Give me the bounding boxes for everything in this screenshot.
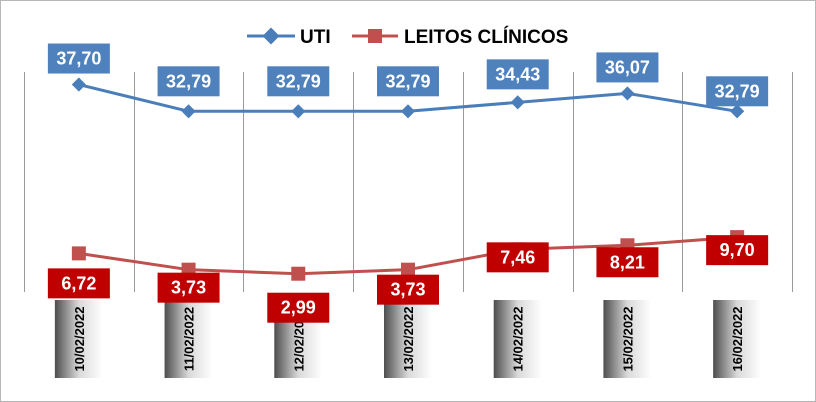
data-label-bg-1-1: [157, 272, 220, 303]
data-label-0-5: 36,07: [605, 57, 650, 77]
legend-label-uti: UTI: [300, 27, 331, 48]
tick-bg-6: [713, 300, 762, 378]
data-label-1-4: 7,46: [500, 247, 535, 267]
tick-label-1: 11/02/2022: [182, 307, 197, 371]
data-label-bg-0-0: [47, 43, 110, 74]
series-1-point-2: [291, 266, 306, 281]
data-labels: 37,70 32,79 32,79 32,79 34,43 36,07 32,79 6,72 3…: [47, 43, 769, 323]
data-label-0-1: 32,79: [166, 71, 211, 91]
legend-label-leitos: LEITOS CLÍNICOS: [404, 26, 568, 48]
series-0-point-5: [620, 86, 635, 101]
series-1-point-3: [401, 262, 415, 277]
data-label-1-2: 2,99: [281, 298, 316, 318]
series-0-point-2: [291, 104, 306, 119]
tick-bg-5: [603, 300, 652, 378]
data-label-0-2: 32,79: [276, 71, 321, 91]
gridlines: [24, 72, 793, 292]
data-label-0-0: 37,70: [56, 49, 101, 69]
data-label-bg-1-4: [486, 242, 549, 273]
tick-bg-4: [493, 300, 542, 378]
series-0-point-6: [730, 104, 745, 119]
data-label-1-1: 3,73: [171, 278, 206, 298]
data-label-bg-0-2: [267, 66, 330, 97]
data-label-bg-1-0: [47, 268, 110, 299]
tick-label-0: 10/02/2022: [72, 306, 87, 371]
data-label-1-5: 8,21: [610, 252, 645, 272]
tick-label-2: 12/02/2022: [291, 306, 306, 371]
data-label-bg-0-3: [377, 66, 439, 97]
tick-bg-3: [384, 300, 432, 378]
data-label-bg-0-6: [706, 76, 769, 107]
data-label-bg-0-1: [157, 66, 220, 97]
tick-label-4: 14/02/2022: [511, 306, 526, 371]
data-label-1-0: 6,72: [61, 273, 96, 293]
legend: UTI LEITOS CLÍNICOS: [247, 26, 568, 48]
tick-label-6: 16/02/2022: [730, 306, 745, 371]
data-label-0-6: 32,79: [715, 81, 760, 101]
data-label-bg-1-6: [706, 235, 769, 266]
data-label-0-4: 34,43: [495, 64, 540, 84]
legend-item-leitos: LEITOS CLÍNICOS: [352, 26, 568, 48]
series-0-point-3: [400, 104, 416, 119]
data-label-bg-1-3: [377, 274, 439, 305]
data-label-bg-0-5: [596, 52, 659, 83]
tick-bg-0: [54, 300, 103, 378]
series-0-point-4: [510, 95, 525, 110]
data-label-bg-1-2: [267, 292, 330, 323]
data-label-bg-1-5: [596, 247, 659, 278]
data-label-1-3: 3,73: [390, 280, 425, 300]
data-label-1-6: 9,70: [720, 240, 755, 260]
series-1-point-0: [71, 246, 86, 261]
legend-marker-leitos: [368, 29, 382, 43]
data-label-bg-0-4: [486, 59, 549, 90]
data-label-0-3: 32,79: [385, 71, 430, 91]
tick-label-3: 13/02/2022: [401, 306, 416, 371]
tick-label-5: 15/02/2022: [620, 306, 635, 371]
tick-bg-1: [164, 300, 213, 378]
